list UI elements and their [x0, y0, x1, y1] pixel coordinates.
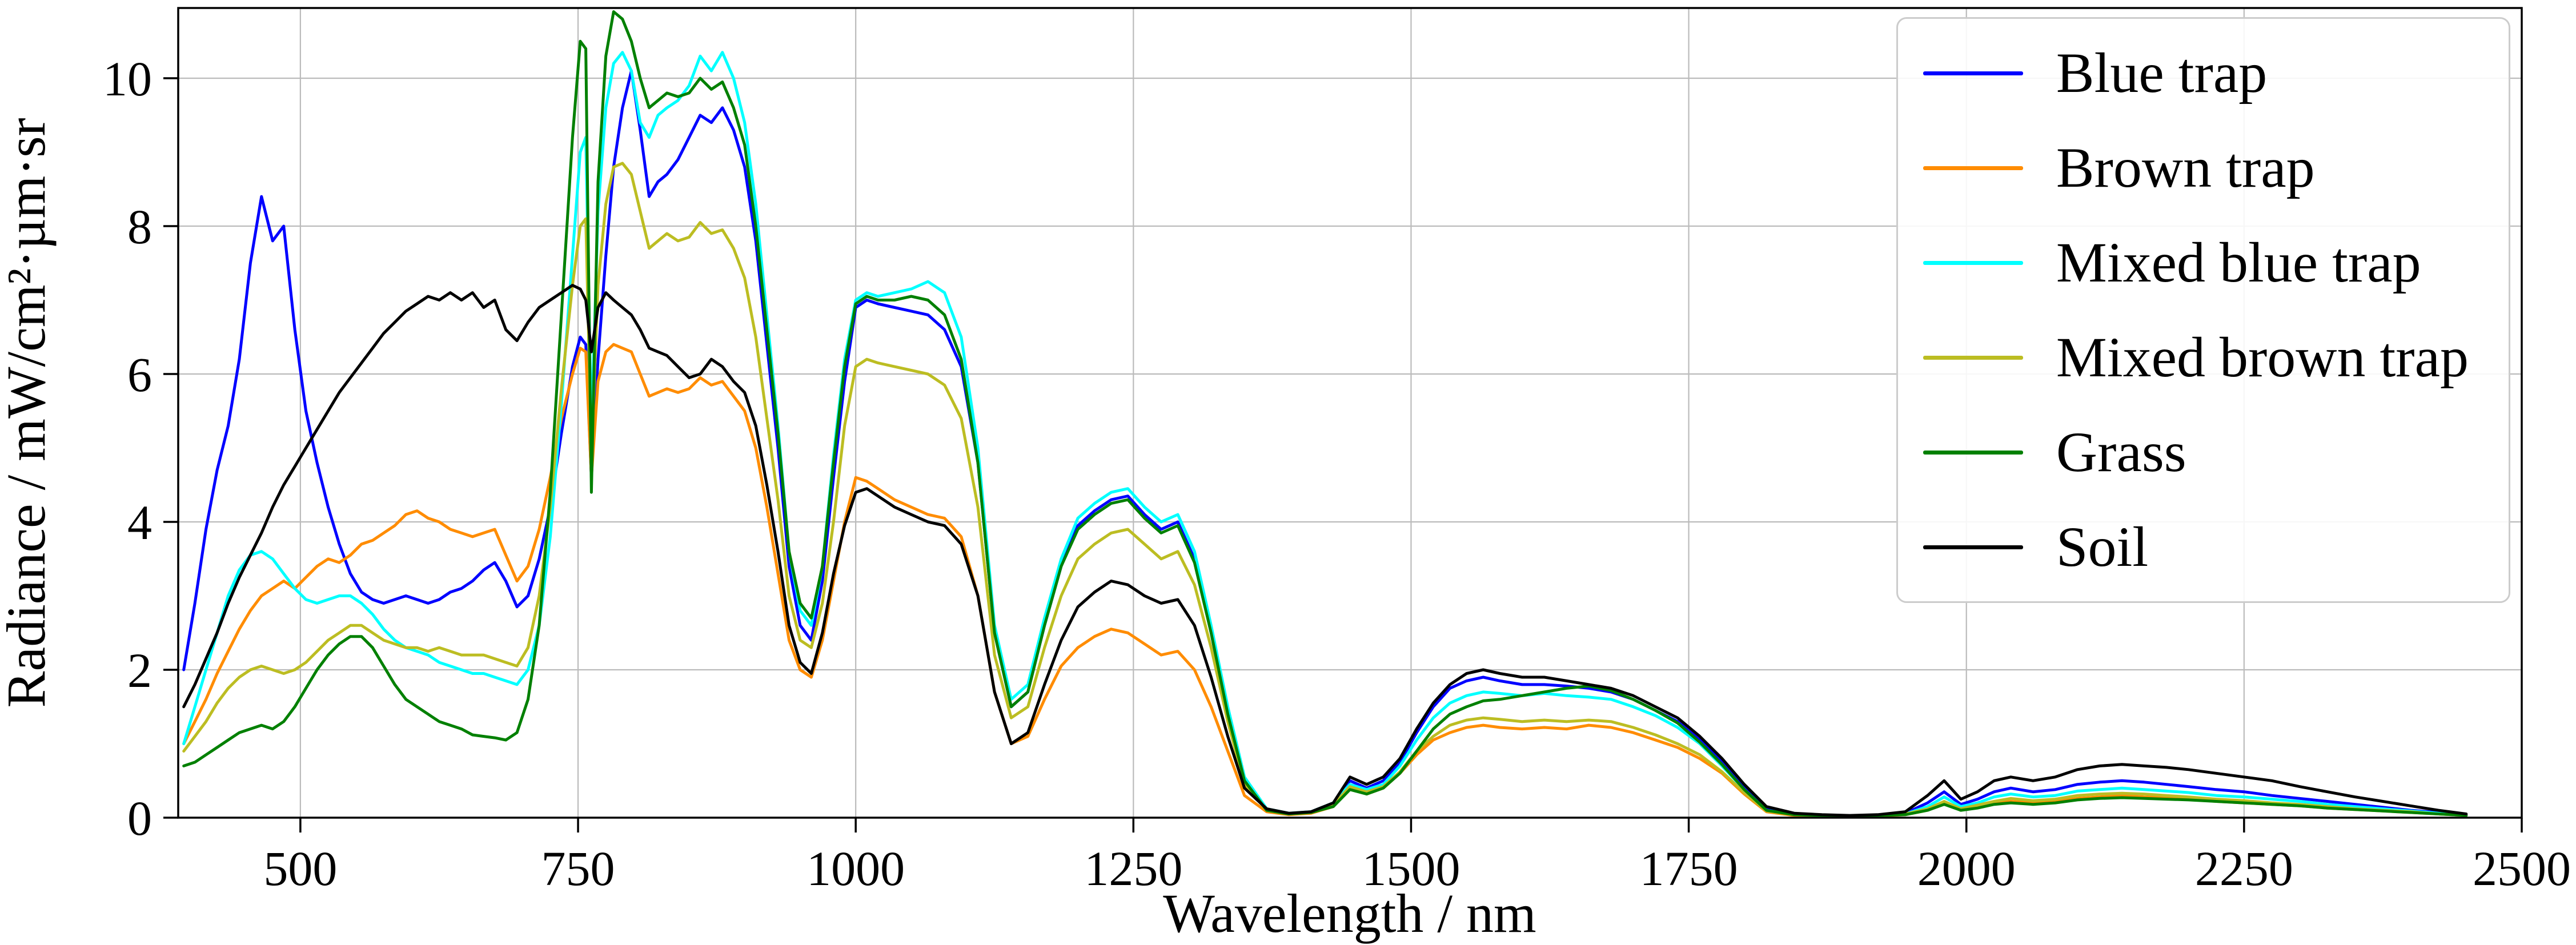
x-tick-label-750: 750 — [541, 841, 615, 896]
legend-item-mixed-brown-trap: Mixed brown trap — [1923, 323, 2469, 392]
x-axis-label: Wavelength / nm — [1163, 883, 1536, 944]
legend-item-grass: Grass — [1923, 417, 2469, 487]
x-tick-label-2250: 2250 — [2195, 841, 2293, 896]
plot-border — [177, 7, 2523, 819]
x-tick-label-1500: 1500 — [1362, 841, 1460, 896]
legend-item-blue-trap: Blue trap — [1923, 38, 2469, 108]
x-tick-label-500: 500 — [263, 841, 337, 896]
legend-item-soil: Soil — [1923, 512, 2469, 582]
x-tick-label-1750: 1750 — [1640, 841, 1738, 896]
series-line-soil — [182, 284, 2468, 817]
x-tick-label-1250: 1250 — [1084, 841, 1182, 896]
y-tick-label-2: 2 — [127, 643, 152, 698]
legend-line-mixed-brown-trap — [1923, 355, 2023, 360]
legend-label-blue-trap: Blue trap — [2056, 41, 2268, 104]
legend: Blue trap Brown trap Mixed blue trap Mixed … — [1896, 17, 2510, 603]
y-tick-label-0: 0 — [127, 791, 152, 846]
legend-item-brown-trap: Brown trap — [1923, 133, 2469, 203]
x-tick-label-2500: 2500 — [2473, 841, 2571, 896]
y-tick-label-4: 4 — [127, 495, 152, 550]
series-lines — [182, 10, 2468, 818]
legend-line-mixed-blue-trap — [1923, 260, 2023, 265]
y-tick-label-8: 8 — [127, 199, 152, 254]
y-tick-label-6: 6 — [127, 347, 152, 402]
y-tick-label-10: 10 — [103, 51, 152, 106]
legend-line-brown-trap — [1923, 166, 2023, 170]
legend-label-mixed-brown-trap: Mixed brown trap — [2056, 325, 2469, 389]
legend-line-blue-trap — [1923, 71, 2023, 75]
y-axis-label: Radiance / mW/cm²·µm·sr — [0, 118, 57, 707]
legend-label-soil: Soil — [2056, 515, 2149, 578]
x-tick-label-2000: 2000 — [1917, 841, 2016, 896]
legend-line-soil — [1923, 545, 2023, 549]
legend-label-mixed-blue-trap: Mixed blue trap — [2056, 231, 2421, 294]
legend-line-grass — [1923, 450, 2023, 455]
series-line-grass — [182, 10, 2468, 818]
x-tick-label-1000: 1000 — [806, 841, 905, 896]
legend-label-grass: Grass — [2056, 420, 2186, 484]
axes: 500 750 1000 1250 1500 1750 2000 2250 2500 0 2 4 6 8 1… — [103, 7, 2571, 896]
legend-label-brown-trap: Brown trap — [2056, 136, 2315, 199]
legend-item-mixed-blue-trap: Mixed blue trap — [1923, 228, 2469, 297]
